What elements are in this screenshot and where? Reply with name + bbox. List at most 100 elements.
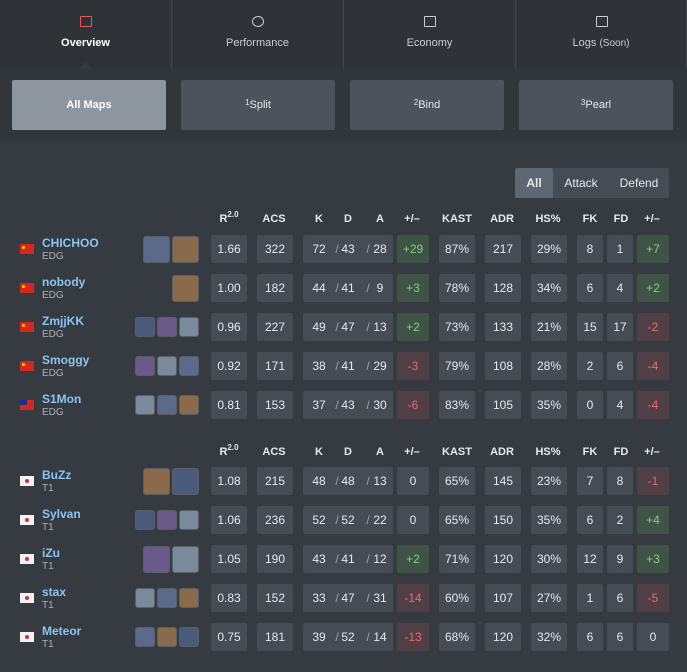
agent-icon (172, 467, 199, 495)
stat-separator: / (366, 513, 370, 527)
stat-cell: 78% (439, 274, 475, 302)
player-name[interactable]: CHICHOO (42, 236, 99, 250)
stat-separator: / (335, 398, 339, 412)
stat-cell: 17 (607, 313, 633, 341)
flag (20, 554, 34, 564)
tab[interactable]: Economy (344, 0, 516, 68)
side-button[interactable]: All (515, 168, 553, 198)
flag-emblem (25, 518, 29, 522)
agent-icon (179, 627, 199, 647)
player-name[interactable]: iZu (42, 546, 60, 560)
stat-cell: 0.92 (211, 352, 247, 380)
map-button[interactable]: All Maps (12, 80, 166, 130)
player-team: T1 (42, 561, 54, 572)
map-button[interactable]: 3 Pearl (519, 80, 673, 130)
column-header: +/– (404, 213, 420, 225)
stat-cell: 8 (577, 235, 603, 263)
stat-cell: 215 (257, 467, 293, 495)
tab-icon (252, 16, 264, 27)
stat-value: 72 (312, 242, 326, 256)
stat-value: 47 (341, 320, 355, 334)
flag-emblem (25, 479, 29, 483)
flag (20, 593, 34, 603)
side-button[interactable]: Defend (619, 176, 659, 190)
stat-value: 49 (312, 320, 326, 334)
map-button[interactable]: 2 Bind (350, 80, 504, 130)
stat-cell: 79% (439, 352, 475, 380)
tab[interactable]: Logs (Soon) (516, 0, 687, 68)
stat-separator: / (366, 630, 370, 644)
side-button[interactable]: Attack (564, 176, 598, 190)
stat-cell: 1 (577, 584, 603, 612)
stat-separator: / (366, 359, 370, 373)
player-name[interactable]: S1Mon (42, 392, 82, 406)
tab-label: Economy (344, 37, 515, 49)
column-header: +/– (644, 446, 660, 458)
column-header: FD (613, 213, 629, 225)
stat-cell: 37/43/30 (303, 391, 393, 419)
stat-cell: 152 (257, 584, 293, 612)
stat-cell: 12 (577, 545, 603, 573)
stat-value: 31 (373, 591, 387, 605)
column-header: K (315, 446, 323, 458)
stat-value: 9 (376, 281, 384, 295)
stat-value: 52 (312, 513, 326, 527)
map-button[interactable]: 1 Split (181, 80, 335, 130)
agent-icon (172, 274, 199, 302)
column-header: ACS (262, 213, 286, 225)
stat-value: 22 (373, 513, 387, 527)
flag-emblem (25, 557, 29, 561)
stat-cell: +2 (637, 274, 669, 302)
stat-cell: 0.81 (211, 391, 247, 419)
stat-cell: 32% (531, 623, 567, 651)
stat-cell: 73% (439, 313, 475, 341)
stat-cell: 105 (485, 391, 521, 419)
player-team: EDG (42, 329, 64, 340)
stat-cell: 43/41/12 (303, 545, 393, 573)
stat-cell: 0.83 (211, 584, 247, 612)
player-name[interactable]: Meteor (42, 624, 82, 638)
stat-cell: 28% (531, 352, 567, 380)
rating-label: R (219, 213, 228, 225)
player-name[interactable]: stax (42, 585, 67, 599)
stat-separator: / (335, 320, 339, 334)
player-name[interactable]: ZmjjKK (42, 314, 84, 328)
map-name: All Maps (66, 99, 112, 111)
stat-cell: 0.75 (211, 623, 247, 651)
agent-icon (179, 510, 199, 530)
stat-value: 33 (312, 591, 326, 605)
stat-value: 52 (341, 513, 355, 527)
stat-cell: 52/52/22 (303, 506, 393, 534)
stat-separator: / (335, 552, 339, 566)
column-header: HS% (535, 213, 561, 225)
stat-value: 28 (373, 242, 387, 256)
stat-cell: 1.08 (211, 467, 247, 495)
stat-cell: 9 (607, 545, 633, 573)
agent-icon (157, 317, 177, 337)
stat-cell: 6 (577, 506, 603, 534)
tab[interactable]: Overview (0, 0, 172, 68)
tab[interactable]: Performance (172, 0, 344, 68)
stat-value: 43 (312, 552, 326, 566)
tab-label: Performance (172, 37, 343, 49)
stat-cell: 71% (439, 545, 475, 573)
flag (20, 361, 34, 371)
stat-value: 13 (373, 320, 387, 334)
tab-note: (Soon) (599, 38, 630, 49)
stat-separator: / (335, 359, 339, 373)
stat-cell: 87% (439, 235, 475, 263)
stat-cell: 107 (485, 584, 521, 612)
stat-separator: / (335, 630, 339, 644)
stat-separator: / (335, 513, 339, 527)
stat-value: 37 (312, 398, 326, 412)
stat-cell: 7 (577, 467, 603, 495)
player-team: EDG (42, 251, 64, 262)
flag (20, 322, 34, 332)
map-name: Pearl (585, 99, 612, 111)
player-name[interactable]: Sylvan (42, 507, 81, 521)
player-name[interactable]: Smoggy (42, 353, 90, 367)
player-name[interactable]: BuZz (42, 468, 72, 482)
stat-cell: 2 (577, 352, 603, 380)
player-name[interactable]: nobody (42, 275, 86, 289)
stat-cell: -14 (397, 584, 429, 612)
